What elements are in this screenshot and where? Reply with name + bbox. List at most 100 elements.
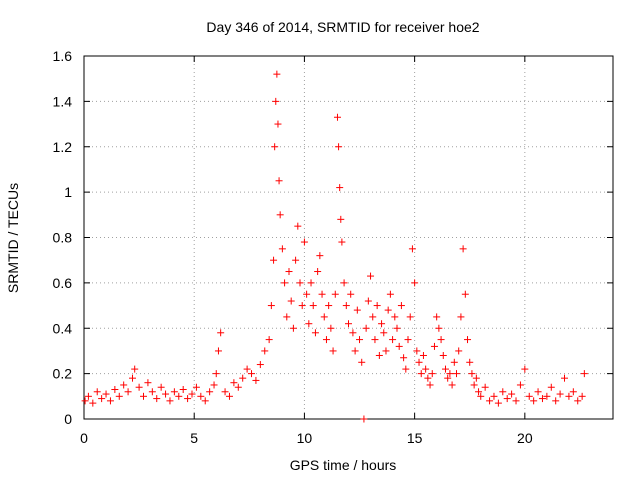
data-point — [267, 302, 275, 310]
y-tick-label: 1.4 — [53, 93, 73, 109]
data-point — [287, 297, 295, 305]
data-point — [508, 390, 516, 398]
data-point — [285, 268, 293, 276]
data-point — [239, 374, 247, 382]
data-point — [314, 268, 322, 276]
data-point — [296, 279, 304, 287]
x-tick-label: 20 — [517, 430, 533, 446]
data-point — [184, 395, 192, 403]
data-point — [329, 347, 337, 355]
data-point — [345, 320, 352, 328]
data-point — [453, 370, 461, 378]
data-point — [221, 388, 229, 396]
data-point — [468, 370, 476, 378]
y-tick-label: 0.4 — [53, 320, 73, 336]
data-point — [464, 336, 472, 344]
data-point — [461, 290, 469, 298]
grid — [84, 56, 613, 419]
data-point — [430, 342, 438, 350]
data-point — [391, 313, 399, 321]
data-point — [353, 306, 361, 314]
data-point — [292, 256, 300, 264]
data-point — [325, 302, 333, 310]
data-point — [261, 347, 269, 355]
data-point — [574, 397, 582, 405]
data-point — [378, 320, 386, 328]
data-point — [234, 383, 242, 391]
data-point — [140, 392, 148, 400]
data-point — [153, 395, 161, 403]
data-point — [397, 302, 405, 310]
data-point — [459, 245, 467, 253]
data-point — [466, 358, 474, 366]
data-point — [206, 388, 214, 396]
data-point — [175, 392, 183, 400]
data-point — [197, 392, 205, 400]
data-point — [578, 392, 586, 400]
data-point — [338, 238, 346, 246]
data-point — [265, 336, 273, 344]
data-point — [457, 313, 465, 321]
data-point — [276, 211, 284, 219]
data-point — [433, 313, 441, 321]
data-point — [358, 358, 366, 366]
data-point — [106, 397, 114, 405]
x-tick-label: 0 — [80, 430, 88, 446]
data-point — [389, 336, 397, 344]
data-point — [404, 336, 412, 344]
data-point — [120, 381, 128, 389]
data-point — [552, 397, 560, 405]
data-point — [516, 381, 524, 389]
data-point — [375, 351, 383, 359]
data-point — [303, 290, 311, 298]
data-point — [342, 302, 350, 310]
data-point — [369, 313, 377, 321]
data-point — [274, 120, 282, 128]
data-point — [521, 365, 529, 373]
data-point — [252, 376, 260, 384]
data-point — [281, 279, 289, 287]
y-tick-label: 0.2 — [53, 366, 73, 382]
data-point — [382, 347, 390, 355]
data-point — [411, 279, 419, 287]
data-point — [419, 351, 427, 359]
data-point — [417, 370, 425, 378]
data-point — [406, 313, 414, 321]
data-point — [270, 256, 278, 264]
data-point — [470, 381, 478, 389]
data-point — [309, 302, 317, 310]
data-point — [413, 347, 421, 355]
data-point — [503, 395, 511, 403]
data-point — [170, 388, 178, 396]
y-tick-label: 0.8 — [53, 230, 73, 246]
data-point — [128, 374, 136, 382]
data-point — [210, 381, 218, 389]
data-point — [435, 324, 443, 332]
data-point — [512, 397, 520, 405]
data-point — [89, 399, 97, 407]
data-point — [439, 351, 447, 359]
data-point — [217, 329, 225, 337]
data-point — [179, 386, 187, 394]
data-point — [166, 397, 174, 405]
data-point — [494, 399, 502, 407]
data-point — [499, 388, 507, 396]
data-point — [157, 383, 165, 391]
data-point — [565, 392, 573, 400]
data-point — [111, 386, 119, 394]
data-point — [322, 336, 330, 344]
data-point — [351, 347, 359, 355]
data-point — [477, 392, 485, 400]
data-point — [272, 97, 280, 105]
data-point — [201, 397, 209, 405]
data-point — [327, 324, 335, 332]
data-point — [340, 279, 348, 287]
data-point — [534, 388, 542, 396]
data-point — [373, 302, 381, 310]
data-point — [305, 320, 313, 328]
data-point — [192, 383, 200, 391]
data-point — [408, 245, 416, 253]
data-point — [275, 177, 283, 185]
data-point — [102, 390, 110, 398]
